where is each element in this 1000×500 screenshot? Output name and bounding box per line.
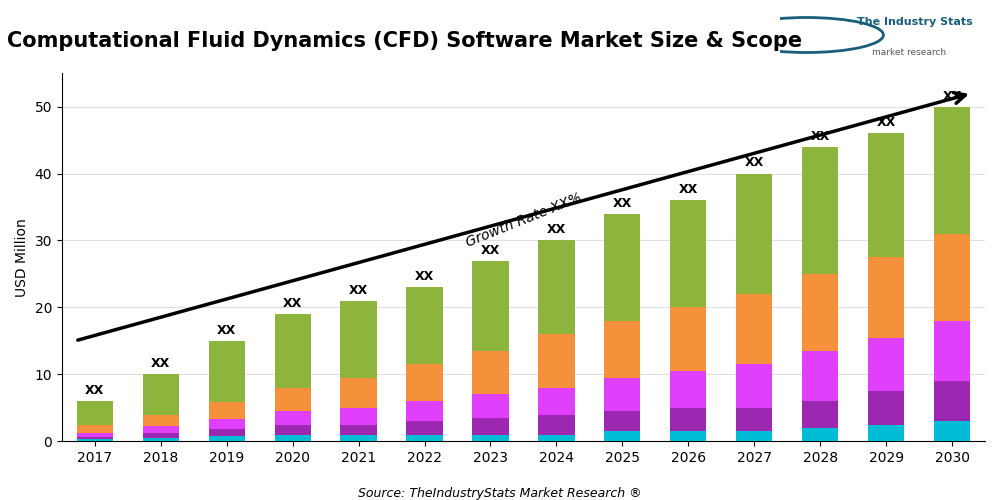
Text: XX: XX: [613, 196, 632, 209]
Bar: [406, 288, 443, 364]
Bar: [868, 391, 904, 424]
Bar: [143, 432, 179, 438]
Text: XX: XX: [679, 184, 698, 196]
Bar: [802, 401, 838, 428]
Bar: [802, 146, 838, 274]
Bar: [275, 388, 311, 411]
Bar: [275, 424, 311, 434]
Bar: [209, 429, 245, 436]
Bar: [538, 434, 575, 442]
Text: The Industry Stats: The Industry Stats: [857, 17, 973, 27]
Bar: [538, 334, 575, 388]
Text: XX: XX: [811, 130, 830, 142]
Bar: [406, 364, 443, 401]
Bar: [209, 436, 245, 442]
Bar: [604, 214, 640, 321]
Bar: [934, 321, 970, 381]
Text: XX: XX: [85, 384, 104, 397]
Text: XX: XX: [151, 358, 170, 370]
Bar: [802, 274, 838, 351]
Bar: [275, 411, 311, 424]
Bar: [143, 414, 179, 426]
Bar: [209, 419, 245, 429]
Bar: [77, 401, 113, 424]
Bar: [670, 408, 706, 431]
Bar: [406, 421, 443, 434]
Bar: [670, 431, 706, 442]
Text: XX: XX: [349, 284, 368, 296]
Bar: [77, 432, 113, 438]
Text: XX: XX: [415, 270, 434, 283]
Bar: [670, 308, 706, 371]
Bar: [868, 424, 904, 442]
Bar: [802, 428, 838, 442]
Text: market research: market research: [872, 48, 947, 57]
Text: XX: XX: [217, 324, 236, 337]
Bar: [538, 414, 575, 434]
Bar: [934, 234, 970, 321]
Bar: [934, 106, 970, 234]
Bar: [340, 434, 377, 442]
Bar: [868, 257, 904, 338]
Bar: [802, 351, 838, 401]
Bar: [604, 411, 640, 431]
Bar: [340, 408, 377, 424]
Bar: [538, 388, 575, 414]
Bar: [340, 300, 377, 378]
Bar: [209, 402, 245, 419]
Bar: [275, 434, 311, 442]
Bar: [340, 424, 377, 434]
Bar: [209, 341, 245, 402]
Text: XX: XX: [283, 297, 302, 310]
Bar: [604, 431, 640, 442]
Bar: [472, 260, 509, 351]
Bar: [604, 378, 640, 411]
Text: XX: XX: [876, 116, 896, 130]
Text: XX: XX: [745, 156, 764, 170]
Bar: [670, 200, 706, 308]
Text: XX: XX: [942, 90, 962, 102]
Bar: [736, 431, 772, 442]
Bar: [538, 240, 575, 334]
Bar: [472, 418, 509, 434]
Bar: [736, 364, 772, 408]
Bar: [143, 438, 179, 442]
Bar: [868, 338, 904, 391]
Text: Computational Fluid Dynamics (CFD) Software Market Size & Scope: Computational Fluid Dynamics (CFD) Softw…: [7, 31, 802, 51]
Text: Source: TheIndustryStats Market Research ®: Source: TheIndustryStats Market Research…: [358, 488, 642, 500]
Bar: [406, 401, 443, 421]
Text: XX: XX: [547, 224, 566, 236]
Bar: [868, 134, 904, 257]
Bar: [77, 424, 113, 432]
Bar: [472, 394, 509, 418]
Bar: [736, 408, 772, 431]
Bar: [406, 434, 443, 442]
Bar: [670, 371, 706, 408]
Bar: [275, 314, 311, 388]
Bar: [934, 381, 970, 421]
Text: XX: XX: [481, 244, 500, 256]
Bar: [143, 374, 179, 414]
Bar: [472, 434, 509, 442]
Text: Growth Rate XX%: Growth Rate XX%: [464, 190, 583, 250]
Bar: [736, 174, 772, 294]
Bar: [472, 351, 509, 395]
Bar: [77, 440, 113, 442]
Bar: [340, 378, 377, 408]
Y-axis label: USD Million: USD Million: [15, 218, 29, 296]
Bar: [736, 294, 772, 364]
Bar: [604, 321, 640, 378]
Bar: [934, 421, 970, 442]
Bar: [143, 426, 179, 432]
Bar: [77, 438, 113, 440]
